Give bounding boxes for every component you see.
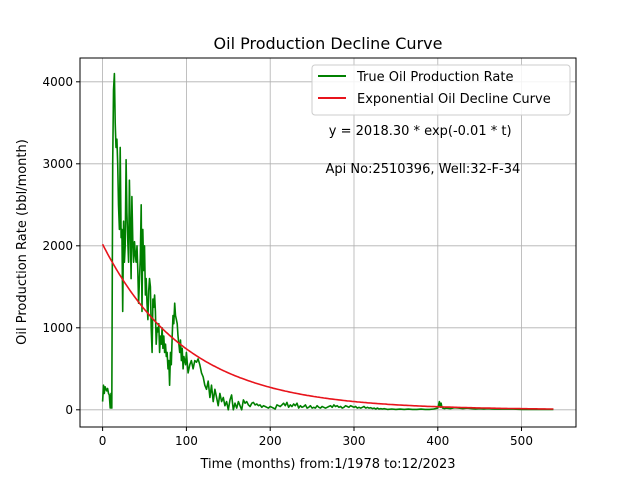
y-tick-label: 0	[65, 403, 73, 417]
x-tick-label: 300	[343, 434, 366, 448]
x-tick-label: 500	[510, 434, 533, 448]
ticks: 0 100 200 300 400 500 0 1000 2000 3000 4000	[42, 75, 533, 448]
legend-label-true-rate: True Oil Production Rate	[356, 70, 513, 85]
x-tick-label: 0	[99, 434, 107, 448]
x-tick-label: 400	[426, 434, 449, 448]
series-layer	[101, 72, 554, 411]
y-tick-label: 2000	[42, 239, 73, 253]
annotation-text-1: Api No:2510396, Well:32-F-34	[326, 162, 521, 177]
plot-frame	[79, 57, 577, 428]
legend-box	[311, 64, 571, 116]
series-line-decline-curve	[101, 243, 554, 410]
legend-label-decline-curve: Exponential Oil Decline Curve	[357, 92, 551, 107]
y-tick-label: 3000	[42, 157, 73, 171]
series-line-true-rate	[101, 72, 554, 411]
x-tick-label: 200	[259, 434, 282, 448]
annotations: y = 2018.30 * exp(-0.01 * t) Api No:25103…	[326, 124, 521, 177]
legend: True Oil Production Rate Exponential Oil…	[311, 64, 571, 116]
chart-title: Oil Production Decline Curve	[214, 34, 443, 53]
y-tick-label: 4000	[42, 75, 73, 89]
x-tick-label: 100	[175, 434, 198, 448]
annotation-text-0: y = 2018.30 * exp(-0.01 * t)	[329, 124, 512, 139]
y-axis-label: Oil Production Rate (bbl/month)	[15, 139, 30, 345]
y-tick-label: 1000	[42, 321, 73, 335]
x-axis-label: Time (months) from:1/1978 to:12/2023	[199, 457, 455, 472]
